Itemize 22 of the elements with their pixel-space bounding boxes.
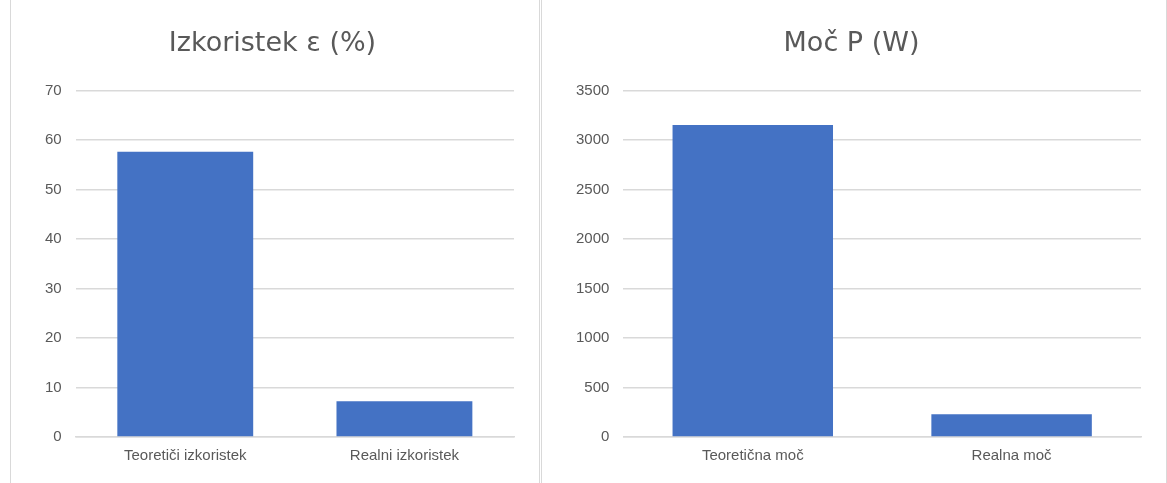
x-tick-label: Realna moč — [971, 446, 1053, 464]
x-tick-label: Teoretična moč — [701, 446, 805, 464]
y-tick-label: 3000 — [575, 130, 610, 148]
chart-title: Izkoristek ε (%) — [168, 26, 377, 58]
y-tick-label: 20 — [45, 328, 62, 346]
y-tick-label: 60 — [45, 130, 62, 148]
chart-title: Moč P (W) — [783, 26, 920, 58]
y-tick-label: 2500 — [575, 179, 610, 197]
y-tick-label: 30 — [45, 278, 62, 296]
y-tick-label: 50 — [45, 179, 62, 197]
y-tick-label: 0 — [601, 427, 610, 445]
x-tick-label: Realni izkoristek — [349, 446, 460, 464]
y-tick-label: 1000 — [575, 328, 610, 346]
y-tick-label: 2000 — [575, 229, 610, 247]
y-tick-label: 3500 — [575, 80, 610, 98]
y-tick-label: 1500 — [575, 278, 610, 296]
y-tick-label: 70 — [45, 80, 62, 98]
y-tick-label: 500 — [584, 377, 610, 395]
x-tick-label: Teoretiči izkoristek — [123, 446, 248, 464]
y-tick-label: 10 — [45, 377, 62, 395]
y-tick-label: 0 — [53, 427, 62, 445]
y-tick-label: 40 — [45, 229, 62, 247]
